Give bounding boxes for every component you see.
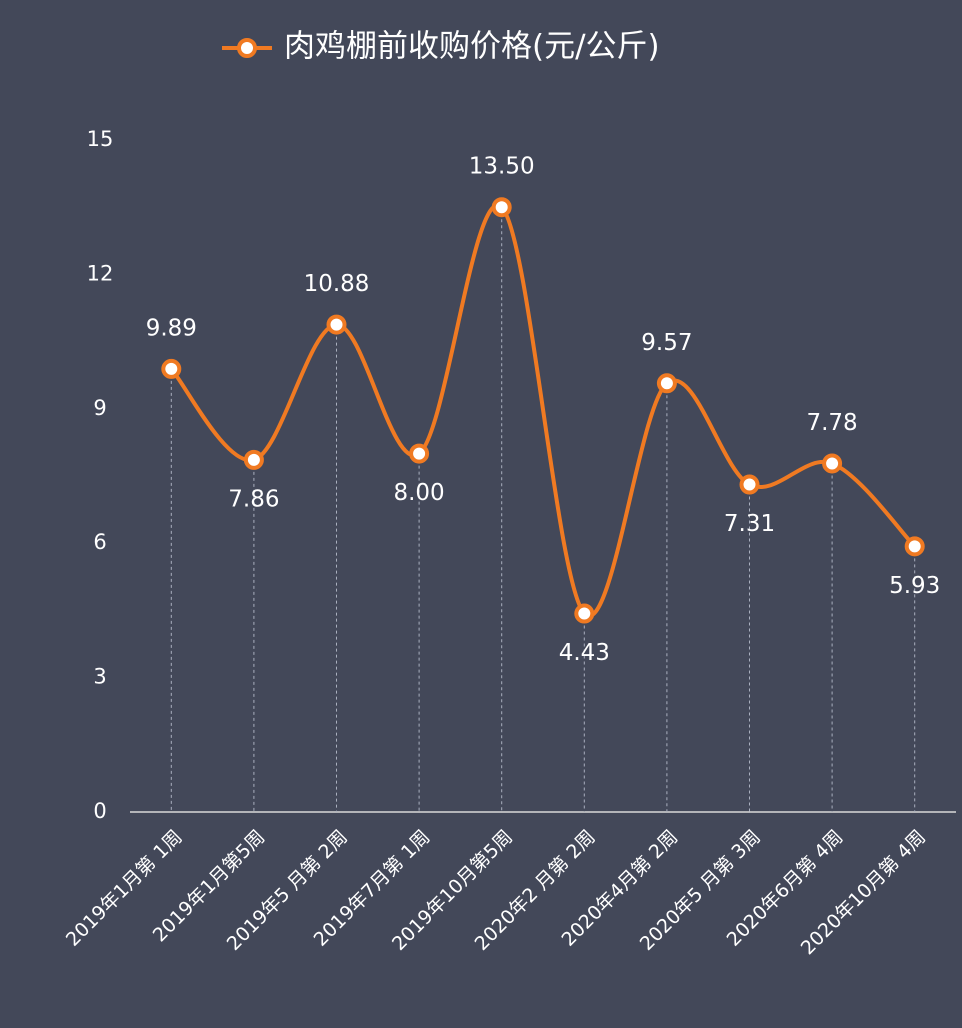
marker bbox=[739, 474, 760, 495]
marker bbox=[904, 536, 925, 557]
data-label: 9.89 bbox=[146, 315, 197, 341]
data-label: 13.50 bbox=[469, 154, 535, 180]
y-tick-label: 3 bbox=[93, 665, 106, 689]
y-tick-label: 9 bbox=[93, 396, 106, 420]
y-tick-label: 12 bbox=[87, 261, 114, 285]
data-label: 8.00 bbox=[393, 480, 444, 506]
marker bbox=[409, 443, 430, 464]
marker bbox=[491, 197, 512, 218]
marker bbox=[326, 314, 347, 335]
marker bbox=[656, 373, 677, 394]
data-label: 4.43 bbox=[559, 640, 610, 666]
data-label: 7.86 bbox=[228, 486, 279, 512]
marker bbox=[822, 453, 843, 474]
data-label: 9.57 bbox=[641, 330, 692, 356]
data-label: 7.31 bbox=[724, 511, 775, 537]
marker bbox=[161, 358, 182, 379]
y-tick-label: 15 bbox=[87, 127, 114, 151]
y-tick-label: 0 bbox=[93, 799, 106, 823]
legend-marker bbox=[237, 38, 257, 58]
y-tick-label: 6 bbox=[93, 530, 106, 554]
data-label: 5.93 bbox=[889, 573, 940, 599]
data-label: 10.88 bbox=[304, 271, 370, 297]
data-label: 7.78 bbox=[806, 410, 857, 436]
marker bbox=[574, 603, 595, 624]
marker bbox=[243, 449, 264, 470]
legend-label: 肉鸡棚前收购价格(元/公斤) bbox=[284, 29, 660, 65]
